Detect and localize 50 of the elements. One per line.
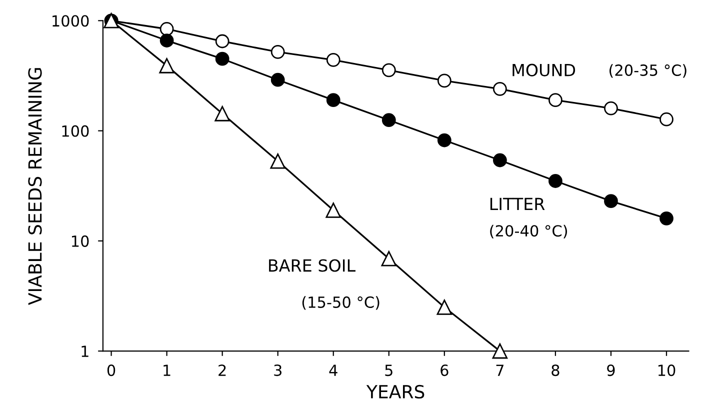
point [382, 113, 396, 128]
point [381, 251, 397, 266]
point [492, 153, 507, 168]
point [215, 52, 230, 66]
x-tick-label: 10 [658, 364, 676, 376]
y-tick-label: 10 [72, 235, 89, 247]
x-tick-label: 4 [329, 364, 338, 376]
series-label: BARE SOIL [269, 259, 356, 272]
x-tick-label: 5 [385, 364, 392, 376]
point [160, 34, 174, 48]
point [604, 101, 618, 116]
point [548, 93, 562, 108]
y-tick-label: 100 [62, 125, 89, 137]
y-tick-label: 1000 [52, 15, 89, 27]
point [214, 106, 230, 122]
x-tick-label: 6 [440, 364, 448, 376]
annotation: (15-50 °C) [302, 296, 380, 310]
point [436, 300, 452, 315]
x-tick-label: 0 [107, 364, 116, 376]
point [326, 52, 340, 67]
point [215, 34, 230, 48]
point [382, 63, 396, 78]
point [660, 211, 674, 226]
series-label: LITTER [490, 198, 545, 210]
point [270, 72, 285, 87]
point [660, 112, 674, 126]
point [492, 343, 508, 359]
x-tick-label: 8 [552, 364, 560, 376]
annotation: (20-35 °C) [610, 64, 686, 78]
point [437, 74, 452, 88]
x-tick-label: 3 [274, 364, 282, 376]
point [326, 202, 342, 218]
y-axis-title: VIABLE SEEDS REMAINING [28, 68, 42, 305]
y-tick-label: 1 [82, 346, 88, 357]
point [160, 22, 174, 36]
series-label: MOUND [512, 64, 576, 76]
point [159, 58, 174, 74]
point [492, 82, 507, 96]
x-tick-label: 7 [496, 364, 504, 376]
x-tick-label: 2 [218, 364, 226, 376]
point [437, 133, 452, 148]
point [270, 154, 286, 169]
point [326, 93, 340, 108]
point [270, 44, 285, 59]
x-axis-title: YEARS [366, 384, 424, 399]
point [548, 174, 562, 188]
x-tick-label: 1 [164, 364, 170, 376]
x-tick-label: 9 [607, 364, 615, 376]
point [604, 194, 618, 208]
annotation: (20-40 °C) [490, 224, 567, 238]
